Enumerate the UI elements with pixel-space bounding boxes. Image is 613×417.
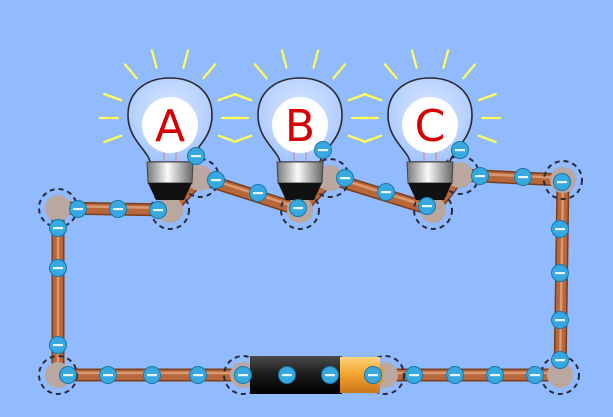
electron-icon [551, 264, 569, 282]
electron-icon [143, 366, 161, 384]
electron-icon [405, 366, 423, 384]
electron-icon [234, 366, 252, 384]
light-ray [363, 134, 383, 144]
bulb-b: B [228, 49, 372, 200]
junction-fill [317, 165, 343, 191]
junction-handle[interactable] [280, 190, 320, 230]
light-ray [462, 63, 477, 80]
electrons [49, 141, 571, 384]
light-ray [217, 134, 237, 144]
electron-icon [553, 173, 571, 191]
light-ray [202, 63, 217, 80]
electron-icon [189, 366, 207, 384]
light-ray [233, 92, 253, 102]
light-ray [123, 63, 138, 80]
electron-icon [451, 141, 469, 159]
electron-icon [49, 336, 67, 354]
electron-icon [207, 171, 225, 189]
light-ray [410, 49, 418, 69]
electron-icon [187, 147, 205, 165]
bulb-label-disc [142, 97, 198, 153]
light-ray [332, 63, 347, 80]
light-ray [182, 49, 190, 69]
electron-icon [278, 366, 296, 384]
light-ray [347, 92, 367, 102]
bulb-c: C [358, 49, 502, 200]
electron-icon [289, 199, 307, 217]
light-ray [477, 134, 497, 144]
electron-icon [49, 259, 67, 277]
electron-icon [49, 219, 67, 237]
bulb-base [406, 161, 454, 184]
light-ray [253, 63, 268, 80]
bulb-label: C [415, 101, 446, 152]
electron-icon [149, 201, 167, 219]
junction-fill [447, 162, 473, 188]
electron-icon [514, 168, 532, 186]
light-ray [363, 92, 383, 102]
electron-icon [551, 220, 569, 238]
junction-handle[interactable] [150, 190, 190, 230]
junction-handle[interactable] [365, 355, 405, 395]
electron-icon [551, 351, 569, 369]
bulb-base-tip [278, 183, 322, 200]
electron-icon [69, 200, 87, 218]
bulb-base [276, 161, 324, 184]
electron-icon [486, 366, 504, 384]
junction-handle[interactable] [543, 160, 583, 200]
junction-handle[interactable] [540, 355, 580, 395]
light-ray [280, 49, 288, 69]
light-ray [347, 134, 367, 144]
light-ray [103, 92, 123, 102]
bulb-label-disc [402, 97, 458, 153]
bulb-a: A [98, 49, 242, 200]
electron-icon [551, 311, 569, 329]
bulb-label: B [285, 101, 315, 152]
junction-fill [187, 165, 213, 191]
electron-icon [249, 184, 267, 202]
bulb-base [146, 161, 194, 184]
light-ray [217, 92, 237, 102]
electron-icon [377, 183, 395, 201]
bulb-base-tip [408, 183, 452, 200]
light-ray [383, 63, 398, 80]
light-ray [233, 134, 253, 144]
junction-fill [45, 195, 71, 221]
electron-icon [314, 141, 332, 159]
light-ray [150, 49, 158, 69]
light-ray [103, 134, 123, 144]
electron-icon [446, 366, 464, 384]
light-rays [358, 49, 502, 144]
bulb-label-disc [272, 97, 328, 153]
light-ray [477, 92, 497, 102]
bulbs: A B C [98, 49, 502, 200]
bulb-label: A [155, 101, 185, 152]
junction-handle[interactable] [413, 190, 453, 230]
junction-fill [547, 362, 573, 388]
electron-icon [99, 366, 117, 384]
electron-icon [364, 366, 382, 384]
light-ray [312, 49, 320, 69]
battery [250, 356, 383, 394]
electron-icon [59, 366, 77, 384]
light-ray [442, 49, 450, 69]
electron-icon [321, 366, 339, 384]
electron-icon [109, 200, 127, 218]
electron-icon [418, 197, 436, 215]
electron-icon [336, 169, 354, 187]
electron-icon [526, 366, 544, 384]
bulb-base-tip [148, 183, 192, 200]
electron-icon [471, 167, 489, 185]
